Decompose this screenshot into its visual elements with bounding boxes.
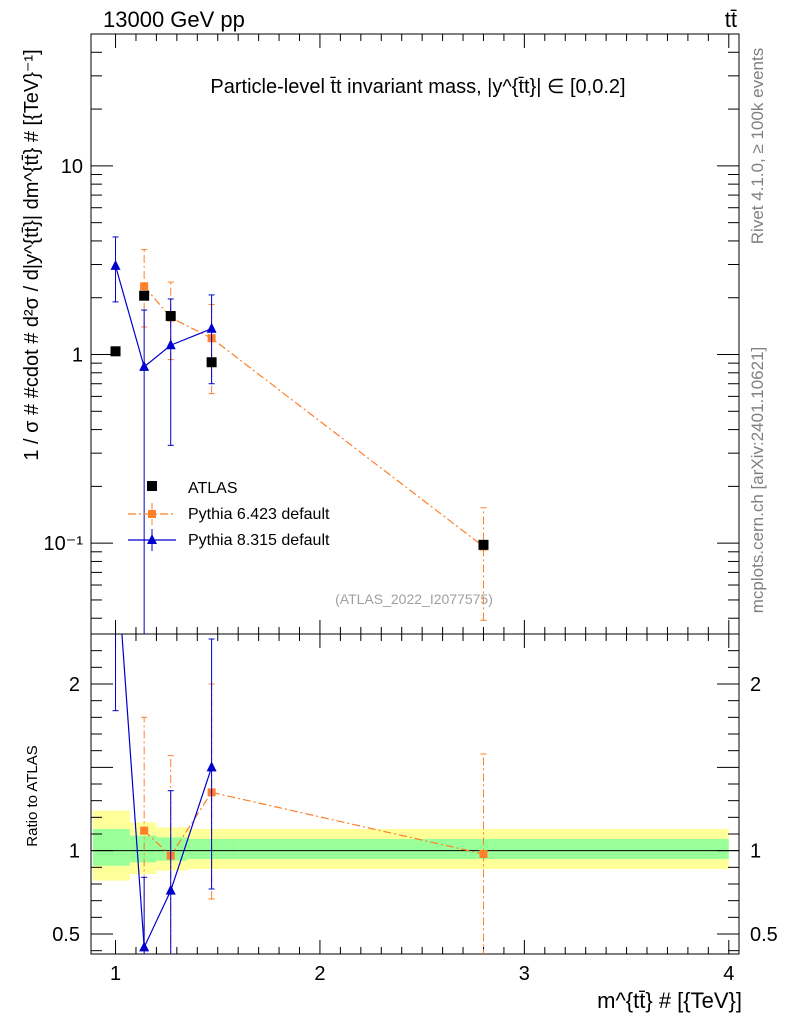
- main-point: [206, 357, 217, 368]
- ratio-series-line-0: [143, 791, 484, 857]
- main-point: [165, 311, 176, 322]
- xlabel: m^{tt̄} # [{TeV}]: [597, 988, 742, 1013]
- ratio-point: [165, 884, 176, 895]
- ratio-data-layer: [112, 634, 488, 954]
- ratio-point: [140, 826, 149, 835]
- ratio-point: [139, 941, 150, 952]
- ratio-series-line-1: [121, 634, 213, 950]
- main-title: Particle-level t̄t invariant mass, |y^{t…: [210, 76, 625, 98]
- ratio-y-tick-label: 0.5: [52, 924, 80, 946]
- ratio-ylabel: Ratio to ATLAS: [24, 745, 41, 846]
- main-point: [206, 322, 217, 333]
- main-y-tick-label: 10⁻¹: [44, 533, 84, 555]
- legend-label-pythia8: Pythia 8.315 default: [188, 532, 330, 549]
- main-ylabel: 1 / σ # #cdot # d²σ / d|y^{tt̄}| dm^{tt̄…: [21, 49, 43, 460]
- ratio-point: [479, 850, 488, 858]
- ratio-y-tick-label: 2: [69, 674, 80, 696]
- main-data-layer: [110, 236, 489, 634]
- main-point: [139, 360, 150, 371]
- main-series-line-1: [143, 285, 484, 547]
- legend-label-atlas: ATLAS: [188, 480, 238, 497]
- ratio-band-green: [129, 835, 157, 863]
- legend-marker-atlas: [147, 481, 157, 491]
- legend: ATLAS Pythia 6.423 default Pythia 8.315 …: [128, 480, 330, 551]
- legend-marker-pythia8: [147, 534, 157, 544]
- main-y-tick-label: 10: [61, 156, 83, 178]
- main-point: [165, 339, 176, 350]
- x-tick-label: 3: [519, 963, 530, 985]
- ratio-axis-ticks: 1 2 3 4 0.5 0.5 1 1 2 2: [52, 634, 778, 985]
- rivet-version-label: Rivet 4.1.0, ≥ 100k events: [748, 48, 767, 244]
- ratio-panel-frame: [90, 633, 740, 955]
- mcplots-source-label: mcplots.cern.ch [arXiv:2401.10621]: [748, 347, 767, 613]
- ratio-y-tick-label: 1: [69, 841, 80, 863]
- main-y-tick-label: 1: [72, 345, 83, 367]
- ratio-point: [206, 761, 217, 772]
- header-process-label: tt̄: [725, 7, 737, 32]
- main-point: [139, 290, 150, 301]
- ratio-band-green: [187, 839, 239, 859]
- x-tick-label: 4: [723, 963, 734, 985]
- ratio-y-tick-label-right: 1: [750, 841, 761, 863]
- header-energy-label: 13000 GeV pp: [103, 7, 245, 32]
- main-point: [110, 346, 121, 357]
- ratio-y-tick-label-right: 2: [750, 674, 761, 696]
- main-point: [140, 282, 149, 291]
- analysis-watermark: (ATLAS_2022_I2077575): [335, 591, 493, 607]
- ratio-band-green: [93, 829, 130, 866]
- legend-marker-pythia6: [148, 510, 156, 518]
- main-point: [110, 259, 121, 270]
- legend-label-pythia6: Pythia 6.423 default: [188, 506, 330, 523]
- ratio-uncertainty-bands: [91, 810, 739, 881]
- ratio-y-tick-label-right: 0.5: [750, 924, 778, 946]
- main-axis-ticks: 10⁻¹ 1 10: [44, 33, 739, 634]
- main-series-line-2: [114, 265, 212, 368]
- x-tick-label: 1: [110, 963, 121, 985]
- x-tick-label: 2: [314, 963, 325, 985]
- main-point: [478, 539, 489, 550]
